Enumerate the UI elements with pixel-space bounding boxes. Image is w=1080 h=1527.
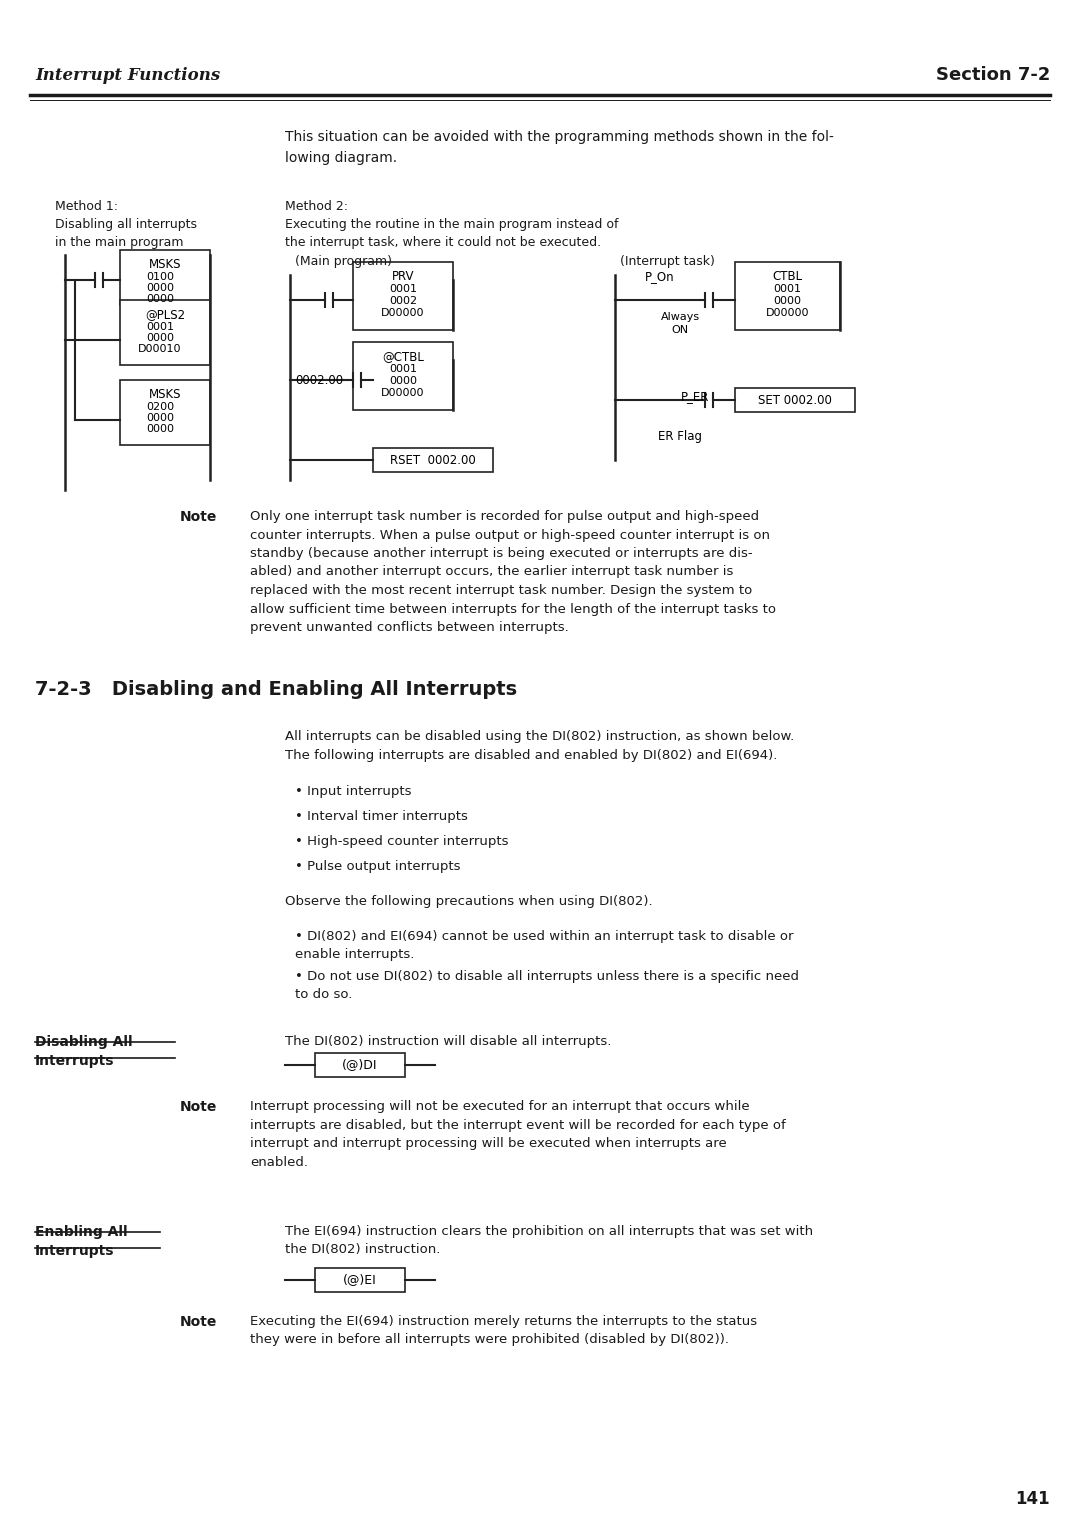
FancyBboxPatch shape	[315, 1054, 405, 1077]
Text: 0000: 0000	[146, 295, 174, 304]
Text: The DI(802) instruction will disable all interrupts.: The DI(802) instruction will disable all…	[285, 1035, 611, 1048]
Text: • Interval timer interrupts: • Interval timer interrupts	[295, 809, 468, 823]
Text: 0001: 0001	[389, 363, 417, 374]
Text: • Input interrupts: • Input interrupts	[295, 785, 411, 799]
FancyBboxPatch shape	[373, 447, 492, 472]
Text: P_ER: P_ER	[680, 389, 710, 403]
Text: RSET  0002.00: RSET 0002.00	[390, 454, 476, 467]
Text: 141: 141	[1015, 1490, 1050, 1509]
Text: Note: Note	[180, 1099, 217, 1115]
Text: 0000: 0000	[146, 425, 174, 434]
Text: 0001: 0001	[146, 322, 174, 331]
Text: 0001: 0001	[389, 284, 417, 295]
FancyBboxPatch shape	[120, 380, 210, 444]
Text: (Interrupt task): (Interrupt task)	[620, 255, 715, 269]
Text: ER Flag: ER Flag	[658, 431, 702, 443]
Text: 0000: 0000	[146, 412, 174, 423]
FancyBboxPatch shape	[120, 250, 210, 305]
Text: Method 2:
Executing the routine in the main program instead of
the interrupt tas: Method 2: Executing the routine in the m…	[285, 200, 619, 249]
Text: SET 0002.00: SET 0002.00	[758, 394, 832, 406]
Text: • DI(802) and EI(694) cannot be used within an interrupt task to disable or
enab: • DI(802) and EI(694) cannot be used wit…	[295, 930, 794, 960]
Text: Observe the following precautions when using DI(802).: Observe the following precautions when u…	[285, 895, 652, 909]
Text: CTBL: CTBL	[772, 270, 802, 282]
Text: (@)DI: (@)DI	[342, 1058, 378, 1072]
Text: D00010: D00010	[138, 344, 181, 354]
FancyBboxPatch shape	[120, 299, 210, 365]
Text: Section 7-2: Section 7-2	[935, 66, 1050, 84]
Text: Interrupt Functions: Interrupt Functions	[35, 67, 220, 84]
Text: Note: Note	[180, 1315, 217, 1328]
Text: D00000: D00000	[381, 388, 424, 399]
Text: 0002.00: 0002.00	[295, 374, 343, 386]
Text: 0000: 0000	[146, 282, 174, 293]
Text: PRV: PRV	[392, 270, 415, 282]
FancyBboxPatch shape	[735, 388, 855, 412]
Text: Executing the EI(694) instruction merely returns the interrupts to the status
th: Executing the EI(694) instruction merely…	[249, 1315, 757, 1347]
Text: • Do not use DI(802) to disable all interrupts unless there is a specific need
t: • Do not use DI(802) to disable all inte…	[295, 970, 799, 1002]
Text: MSKS: MSKS	[149, 258, 181, 270]
Text: 0000: 0000	[389, 376, 417, 386]
Text: Note: Note	[180, 510, 217, 524]
Text: P_On: P_On	[645, 270, 675, 282]
FancyBboxPatch shape	[735, 263, 840, 330]
Text: @CTBL: @CTBL	[382, 350, 424, 363]
Text: 0001: 0001	[773, 284, 801, 295]
Text: 0100: 0100	[146, 272, 174, 282]
Text: 0200: 0200	[146, 402, 174, 412]
FancyBboxPatch shape	[353, 263, 453, 330]
Text: (Main program): (Main program)	[295, 255, 392, 269]
Text: This situation can be avoided with the programming methods shown in the fol-
low: This situation can be avoided with the p…	[285, 130, 834, 165]
Text: • Pulse output interrupts: • Pulse output interrupts	[295, 860, 460, 873]
Text: Only one interrupt task number is recorded for pulse output and high-speed
count: Only one interrupt task number is record…	[249, 510, 777, 634]
Text: • High-speed counter interrupts: • High-speed counter interrupts	[295, 835, 509, 847]
Text: The EI(694) instruction clears the prohibition on all interrupts that was set wi: The EI(694) instruction clears the prohi…	[285, 1225, 813, 1257]
Text: @PLS2: @PLS2	[145, 308, 185, 321]
Text: Interrupt processing will not be executed for an interrupt that occurs while
int: Interrupt processing will not be execute…	[249, 1099, 786, 1168]
Text: 0002: 0002	[389, 296, 417, 305]
Text: All interrupts can be disabled using the DI(802) instruction, as shown below.
Th: All interrupts can be disabled using the…	[285, 730, 794, 762]
Text: 0000: 0000	[773, 296, 801, 305]
FancyBboxPatch shape	[353, 342, 453, 411]
Text: 7-2-3   Disabling and Enabling All Interrupts: 7-2-3 Disabling and Enabling All Interru…	[35, 680, 517, 699]
Text: D00000: D00000	[381, 308, 424, 318]
Text: Method 1:
Disabling all interrupts
in the main program: Method 1: Disabling all interrupts in th…	[55, 200, 197, 249]
Text: Disabling All
Interrupts: Disabling All Interrupts	[35, 1035, 133, 1069]
Text: ON: ON	[672, 325, 689, 334]
FancyBboxPatch shape	[315, 1267, 405, 1292]
Text: D00000: D00000	[766, 308, 809, 318]
Text: MSKS: MSKS	[149, 388, 181, 402]
Text: Always: Always	[661, 312, 700, 322]
Text: Enabling All
Interrupts: Enabling All Interrupts	[35, 1225, 127, 1258]
Text: 0000: 0000	[146, 333, 174, 344]
Text: (@)EI: (@)EI	[343, 1274, 377, 1287]
